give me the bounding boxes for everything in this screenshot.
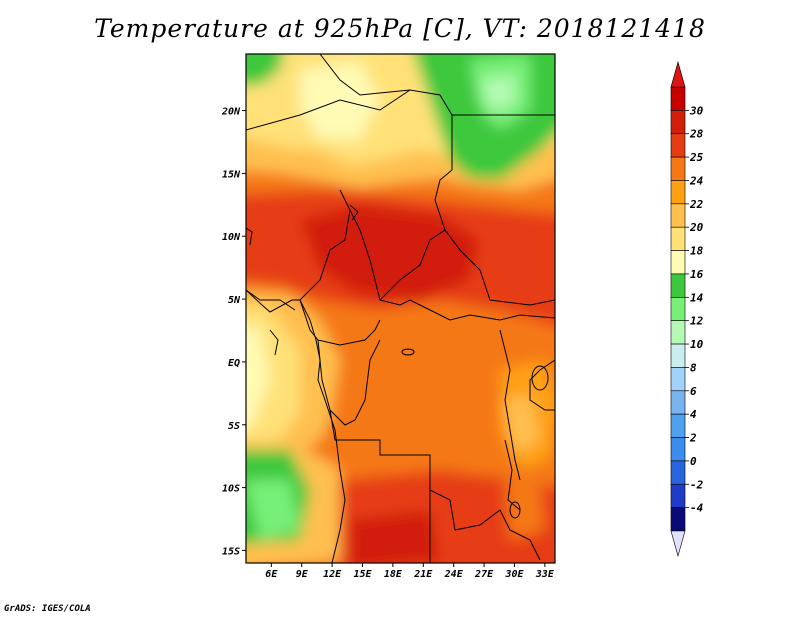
colorbar-swatch bbox=[670, 320, 686, 345]
x-tick-label: 12E bbox=[323, 569, 342, 580]
colorbar-swatch bbox=[670, 226, 686, 251]
colorbar-label: 24 bbox=[689, 174, 704, 187]
x-tick-label: 18E bbox=[384, 569, 403, 580]
colorbar-label: 6 bbox=[690, 385, 697, 398]
y-tick-label: 20N bbox=[221, 107, 241, 118]
coastline bbox=[246, 289, 346, 563]
colorbar-over-arrow bbox=[670, 60, 686, 88]
plot-frame bbox=[245, 53, 556, 564]
y-tick-label: 10N bbox=[222, 232, 241, 243]
x-tick-label: 9E bbox=[296, 569, 309, 580]
x-tick-label: 27E bbox=[474, 569, 494, 580]
country-borders bbox=[246, 54, 555, 563]
colorbar-swatch bbox=[670, 297, 686, 321]
y-tick-label: 5S bbox=[228, 421, 240, 432]
colorbar-swatch bbox=[670, 437, 686, 462]
colorbar-label: 18 bbox=[690, 245, 704, 258]
colorbar-swatch bbox=[670, 390, 686, 415]
colorbar-label: 14 bbox=[690, 291, 704, 304]
colorbar-swatch bbox=[670, 110, 686, 135]
y-tick-label: 15N bbox=[222, 169, 241, 180]
colorbar-label: 8 bbox=[690, 361, 697, 374]
x-tick-label: 30E bbox=[504, 569, 524, 580]
colorbar-label: 22 bbox=[689, 198, 704, 211]
colorbar-swatch bbox=[670, 86, 686, 111]
colorbar-swatch bbox=[670, 507, 686, 532]
colorbar-swatch bbox=[670, 203, 686, 228]
colorbar-swatch bbox=[670, 483, 686, 508]
colorbar-label: 10 bbox=[690, 338, 704, 351]
x-tick-label: 33E bbox=[535, 569, 555, 580]
colorbar-swatch bbox=[670, 273, 686, 298]
x-axis-ticks: 6E 9E 12E 15E 18E 21E 24E 27E 30E 33E bbox=[265, 563, 555, 580]
colorbar-label: 25 bbox=[689, 151, 704, 164]
temperature-field bbox=[246, 54, 555, 563]
colorbar-swatch bbox=[670, 133, 686, 158]
y-tick-label: 5N bbox=[228, 295, 241, 306]
colorbar-label: -2 bbox=[690, 478, 704, 491]
x-tick-label: 15E bbox=[353, 569, 372, 580]
y-axis-ticks: 20N 15N 10N 5N EQ 5S 10S 15S bbox=[221, 107, 246, 557]
colorbar-label: 16 bbox=[690, 268, 704, 281]
map-title: Temperature at 925hPa [C], VT: 201812141… bbox=[94, 14, 706, 43]
footer-credit: GrADS: IGES/COLA bbox=[4, 604, 91, 614]
colorbar-swatch bbox=[670, 413, 686, 438]
y-tick-label: 10S bbox=[222, 484, 240, 495]
colorbar-swatch bbox=[670, 156, 686, 181]
colorbar-label: 12 bbox=[690, 315, 704, 328]
colorbar-swatch bbox=[670, 180, 686, 205]
colorbar-under-arrow bbox=[670, 530, 686, 558]
colorbar-label: 30 bbox=[689, 104, 704, 117]
x-tick-label: 24E bbox=[444, 569, 464, 580]
colorbar-swatch bbox=[670, 343, 686, 368]
colorbar-label: 0 bbox=[690, 455, 697, 468]
y-tick-label: EQ bbox=[228, 358, 240, 369]
y-tick-label: 15S bbox=[222, 546, 240, 557]
colorbar-swatch bbox=[670, 250, 686, 275]
colorbar-label: 20 bbox=[689, 221, 704, 234]
x-tick-label: 21E bbox=[413, 569, 433, 580]
colorbar-label: 28 bbox=[689, 128, 704, 141]
colorbar-label: 4 bbox=[690, 408, 697, 421]
colorbar-label: 2 bbox=[689, 432, 697, 445]
colorbar-label: -4 bbox=[690, 502, 704, 515]
x-tick-label: 6E bbox=[265, 569, 278, 580]
colorbar-swatch bbox=[670, 367, 686, 392]
colorbar-swatch bbox=[670, 460, 686, 485]
